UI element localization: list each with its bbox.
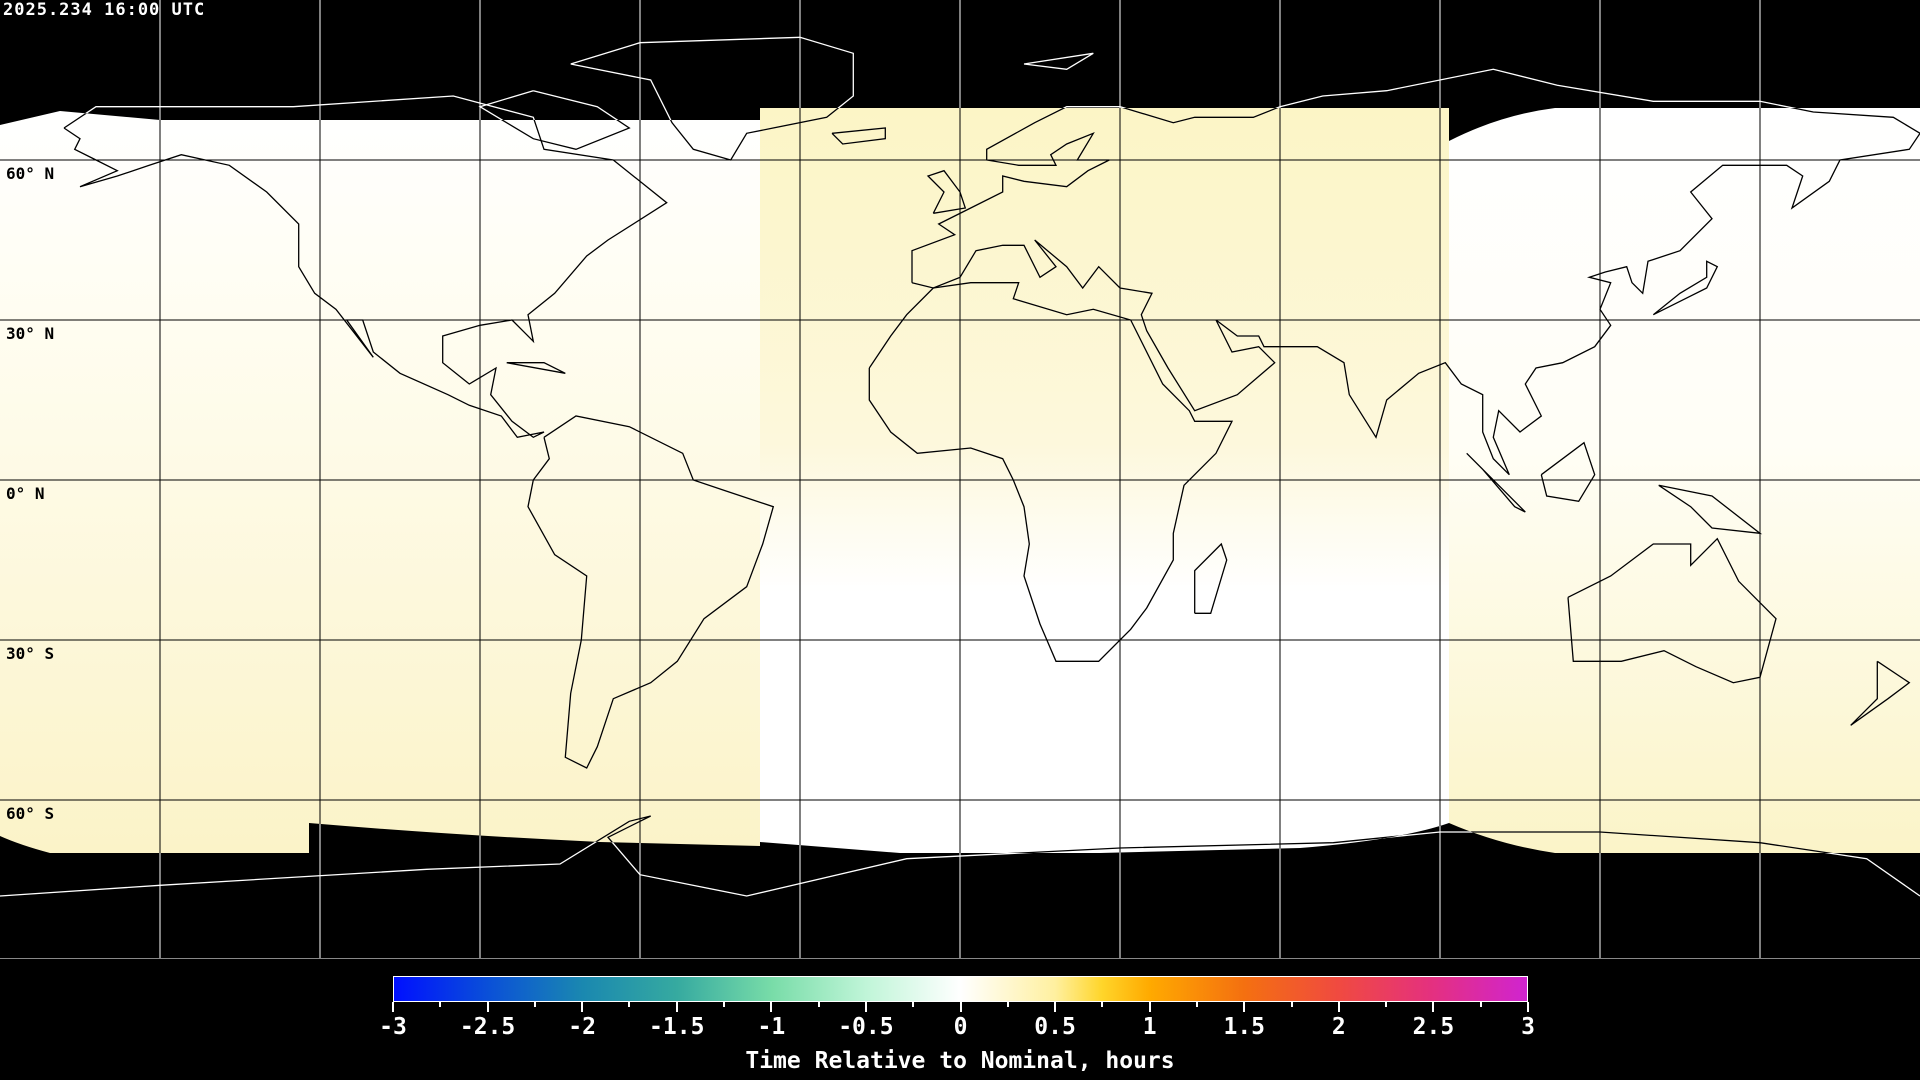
coastline-lit bbox=[63, 108, 668, 439]
colorbar-title: Time Relative to Nominal, hours bbox=[745, 1048, 1175, 1074]
colorbar-tick bbox=[1243, 1002, 1246, 1012]
colorbar-tick bbox=[1337, 1002, 1340, 1012]
coastline-lit bbox=[831, 127, 886, 145]
colorbar-tick bbox=[439, 1002, 442, 1007]
colorbar-tick bbox=[959, 1002, 962, 1012]
colorbar-tick bbox=[1385, 1002, 1388, 1007]
colorbar-tick-label: 3 bbox=[1521, 1014, 1535, 1040]
colorbar-tick-label: 2.5 bbox=[1412, 1014, 1455, 1040]
colorbar-tick-label: 0.5 bbox=[1034, 1014, 1076, 1040]
swath-west bbox=[0, 111, 760, 853]
colorbar-tick bbox=[1195, 1002, 1198, 1007]
coastline-dark bbox=[1023, 52, 1094, 70]
colorbar-tick bbox=[1432, 1002, 1435, 1012]
colorbar-tick-label: -1 bbox=[757, 1014, 786, 1040]
lat-label-60n: 60° N bbox=[6, 164, 55, 183]
colorbar-tick-label: -2 bbox=[568, 1014, 597, 1040]
coastline-lit bbox=[478, 108, 631, 150]
lat-label-30n: 30° N bbox=[6, 324, 55, 343]
colorbar-tick bbox=[581, 1002, 584, 1012]
colorbar-tick-label: -3 bbox=[379, 1014, 407, 1040]
colorbar-tick bbox=[486, 1002, 489, 1012]
map-border bbox=[0, 958, 1920, 959]
colorbar-tick bbox=[392, 1002, 394, 1012]
timestamp: 2025.234 16:00 UTC bbox=[3, 0, 206, 20]
colorbar-tick bbox=[1527, 1002, 1529, 1012]
colorbar-tick bbox=[675, 1002, 678, 1012]
coastline-lit bbox=[1466, 452, 1526, 513]
coastline-lit bbox=[1194, 542, 1228, 614]
colorbar-tick bbox=[864, 1002, 867, 1012]
colorbar-tick bbox=[770, 1002, 773, 1012]
colorbar-tick bbox=[912, 1002, 915, 1007]
coastline-lit bbox=[926, 169, 967, 214]
colorbar bbox=[393, 976, 1528, 1002]
coastline-lit bbox=[527, 415, 775, 769]
colorbar-tick bbox=[817, 1002, 820, 1007]
colorbar-tick-label: -1.5 bbox=[649, 1014, 705, 1040]
colorbar-tick bbox=[1479, 1002, 1482, 1007]
coastline-lit bbox=[1540, 441, 1596, 503]
colorbar-tick-label: 1 bbox=[1142, 1014, 1157, 1040]
lat-label-0n: 0° N bbox=[6, 484, 45, 503]
colorbar-tick-label: 0 bbox=[953, 1014, 968, 1040]
colorbar-tick-label: 1.5 bbox=[1223, 1014, 1266, 1040]
lat-label-60s: 60° S bbox=[6, 804, 55, 823]
colorbar-tick-label: -0.5 bbox=[838, 1014, 894, 1040]
coastline-lit bbox=[506, 362, 566, 374]
colorbar-tick bbox=[533, 1002, 536, 1007]
colorbar-tick bbox=[628, 1002, 631, 1007]
coastline-lit bbox=[1850, 660, 1911, 726]
coastline-lit bbox=[1658, 484, 1763, 535]
colorbar-tick bbox=[1006, 1002, 1009, 1007]
coastline-lit bbox=[0, 815, 1920, 853]
coastline-lit bbox=[868, 282, 1234, 662]
colorbar-tick-label: 2 bbox=[1331, 1014, 1346, 1040]
coastline-lit bbox=[911, 108, 1920, 476]
colorbar-tick bbox=[1054, 1002, 1057, 1012]
coastline-lit bbox=[1652, 260, 1719, 316]
coastline-lit bbox=[1567, 537, 1777, 684]
colorbar-tick-label: -2.5 bbox=[459, 1014, 516, 1040]
colorbar-tick bbox=[1290, 1002, 1293, 1007]
world-map bbox=[0, 0, 1920, 958]
colorbar-tick bbox=[723, 1002, 726, 1007]
colorbar-tick bbox=[1101, 1002, 1104, 1007]
coastlines-lit bbox=[0, 0, 1920, 958]
colorbar-tick bbox=[1148, 1002, 1151, 1012]
lat-label-30s: 30° S bbox=[6, 644, 55, 663]
